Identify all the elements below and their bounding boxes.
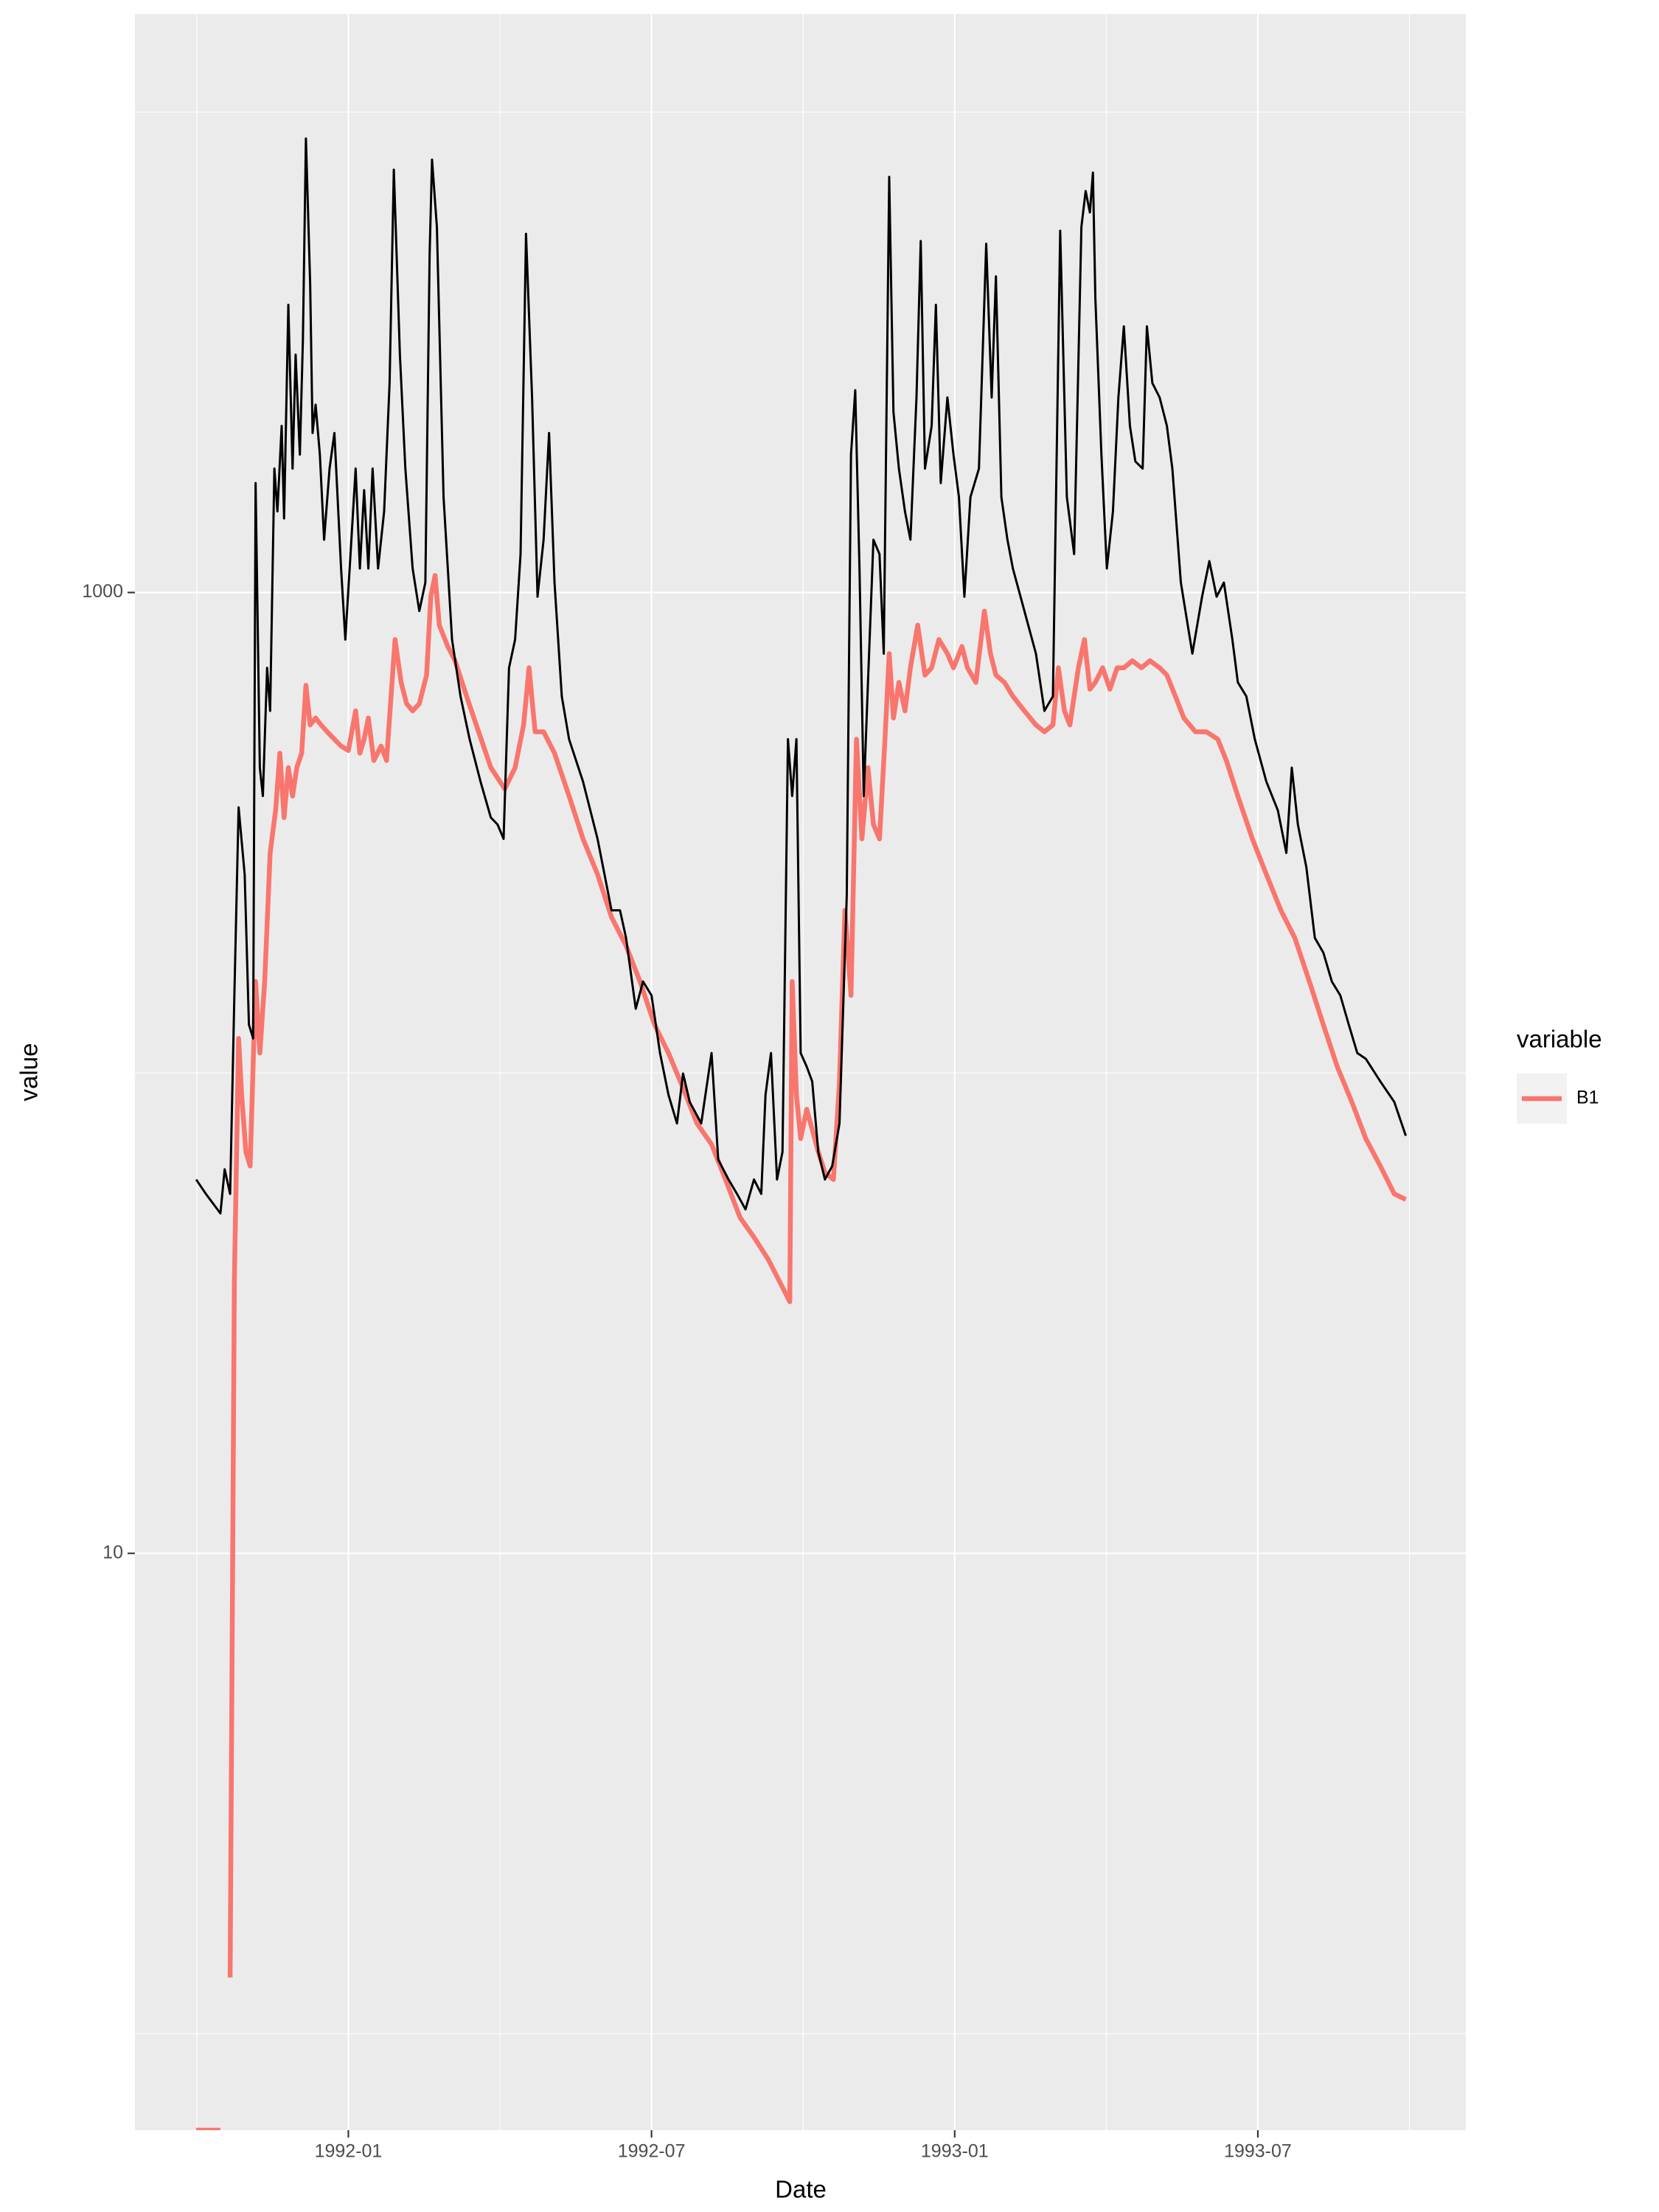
legend-label: B1: [1576, 1088, 1599, 1108]
x-tick-label: 1993-07: [1224, 2141, 1292, 2162]
y-axis-title: value: [15, 1043, 43, 1102]
line-series: [196, 573, 1408, 2130]
x-tick-label: 1992-07: [618, 2141, 686, 2162]
x-axis-title: Date: [775, 2176, 827, 2203]
y-tick-label: 1000: [82, 581, 123, 602]
legend: variable B1: [1517, 1026, 1602, 1124]
x-tick-label: 1993-01: [921, 2141, 989, 2162]
line-series: [195, 137, 1408, 1215]
legend-title: variable: [1517, 1026, 1602, 1053]
grid: [135, 14, 1466, 2130]
panel-background: [135, 14, 1466, 2130]
x-tick-label: 1992-01: [315, 2141, 383, 2162]
plot-area: [195, 137, 1408, 2130]
axes: 1992-01 1992-07 1993-01 1993-07 10 1000: [82, 581, 1291, 2161]
y-tick-label: 10: [102, 1542, 123, 1562]
